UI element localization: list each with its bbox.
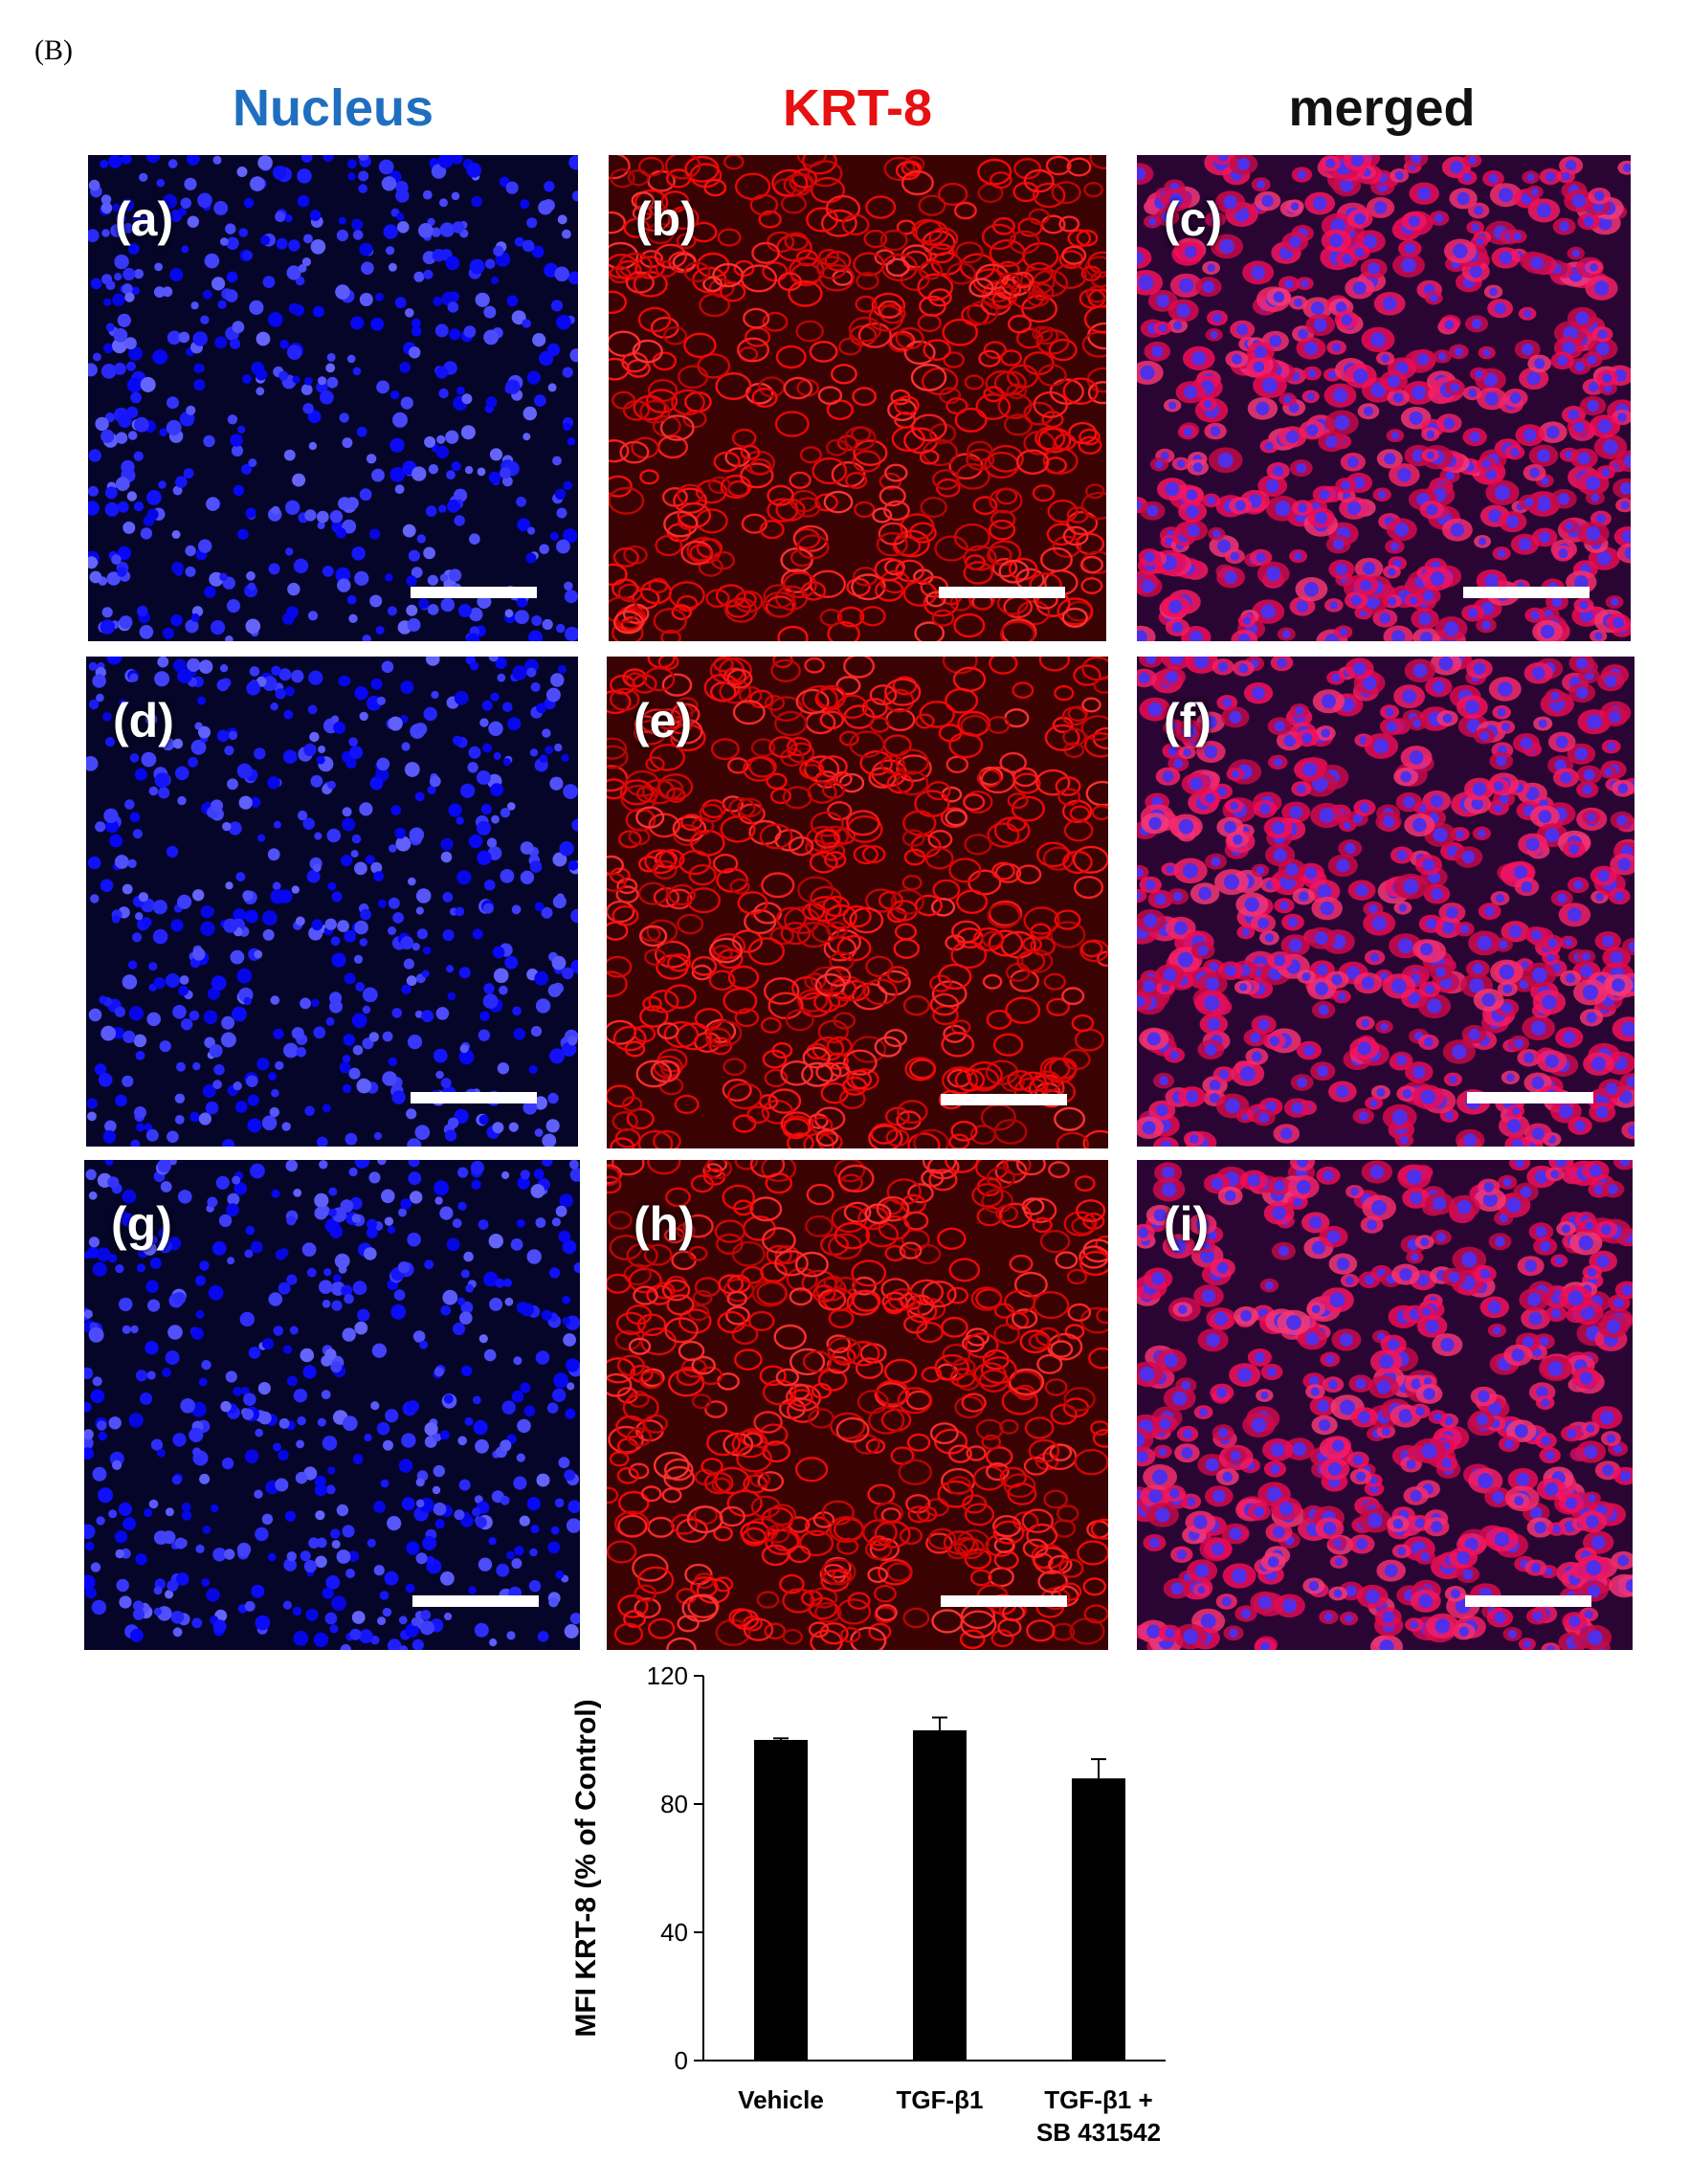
column-header-nucleus: Nucleus	[232, 79, 434, 137]
scale-bar	[1465, 1595, 1591, 1607]
bar-2	[913, 1729, 967, 2061]
panel-letter: (i)	[1164, 1197, 1210, 1251]
micrograph-image	[1137, 657, 1634, 1147]
micrograph-image	[1137, 155, 1631, 641]
micrograph-image	[88, 155, 578, 641]
micrograph-panel-f: (f)	[1137, 657, 1634, 1147]
column-header-krt8: KRT-8	[782, 79, 932, 137]
panel-letter: (e)	[634, 694, 693, 747]
micrograph-image	[607, 1160, 1108, 1650]
micrograph-panel-g: (g)	[84, 1160, 580, 1650]
panel-letter: (a)	[115, 192, 174, 246]
scale-bar	[1467, 1092, 1593, 1103]
panel-letter: (g)	[111, 1197, 172, 1251]
scale-bar	[941, 1595, 1067, 1607]
y-tick-label: 80	[660, 1790, 688, 1818]
y-tick-label: 40	[660, 1918, 688, 1947]
micrograph-panel-h: (h)	[607, 1160, 1108, 1650]
x-category-label: TGF-β1	[897, 2085, 984, 2114]
micrograph-panel-d: (d)	[86, 657, 578, 1147]
micrograph-panel-i: (i)	[1137, 1160, 1633, 1650]
bar-1	[754, 1740, 808, 2061]
micrograph-panel-a: (a)	[88, 155, 578, 641]
micrograph-panel-c: (c)	[1137, 155, 1631, 641]
figure-label: (B)	[34, 34, 73, 66]
y-tick-label: 0	[675, 2046, 688, 2075]
micrograph-panel-b: (b)	[609, 155, 1106, 641]
micrograph-image	[84, 1160, 580, 1650]
x-category-label: Vehicle	[738, 2085, 824, 2114]
scale-bar	[941, 1094, 1067, 1105]
y-tick-label: 120	[647, 1661, 688, 1690]
scale-bar	[412, 1595, 539, 1607]
y-axis-label: MFI KRT-8 (% of Control)	[570, 1699, 602, 2037]
scale-bar	[939, 587, 1065, 598]
panel-letter: (b)	[635, 192, 697, 246]
micrograph-image	[1137, 1160, 1633, 1650]
micrograph-image	[86, 657, 578, 1147]
bar-3	[1072, 1778, 1125, 2061]
scale-bar	[1463, 587, 1590, 598]
x-category-label: TGF-β1 +	[1044, 2085, 1152, 2114]
scale-bar	[411, 587, 537, 598]
column-header-merged: merged	[1288, 79, 1476, 137]
micrograph-image	[609, 155, 1106, 641]
panel-letter: (f)	[1164, 694, 1212, 747]
panel-letter: (d)	[113, 694, 174, 747]
x-category-label: SB 431542	[1036, 2118, 1161, 2147]
scale-bar	[411, 1092, 537, 1103]
micrograph-panel-e: (e)	[607, 657, 1108, 1148]
panel-letter: (c)	[1164, 192, 1223, 246]
panel-letter: (h)	[634, 1197, 695, 1251]
